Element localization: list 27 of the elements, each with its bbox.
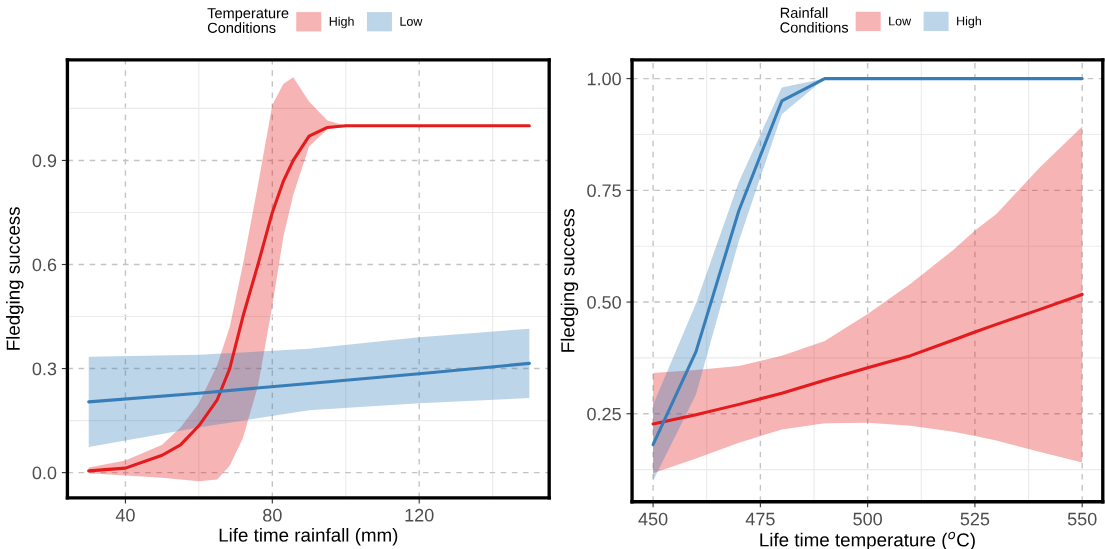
x-axis-title: Life time rainfall (mm) [219, 527, 398, 546]
legend-title: Rainfall Conditions [780, 7, 849, 33]
x-tick-label: 450 [638, 512, 668, 526]
legend-label: Low [889, 16, 912, 26]
x-tick-label: 80 [263, 508, 282, 522]
y-axis-title: Fledging success [560, 209, 579, 352]
x-tick-label: 525 [960, 512, 990, 526]
y-tick-label: 0.75 [587, 184, 621, 198]
y-tick-label: 0.3 [32, 362, 57, 376]
x-tick-label: 120 [405, 508, 434, 522]
y-axis-title: Fledging success [6, 207, 24, 350]
y-tick-label: 0.9 [32, 154, 57, 168]
y-tick-label: 0.6 [32, 258, 57, 272]
legend-label: High [329, 16, 354, 29]
y-tick-label: 0.0 [32, 466, 57, 480]
line-series [87, 361, 531, 404]
line-series [651, 292, 1084, 426]
x-tick-label: 500 [853, 512, 882, 526]
y-tick-label: 1.00 [587, 72, 621, 86]
legend-title: Temperature Conditions [207, 8, 289, 33]
x-tick-label: 550 [1067, 512, 1097, 526]
legend-label: Low [400, 17, 423, 26]
legend-label: High [957, 16, 981, 28]
y-tick-label: 0.50 [587, 295, 621, 309]
x-tick-label: 40 [115, 508, 135, 522]
y-tick-label: 0.25 [587, 407, 621, 421]
x-tick-label: 475 [745, 512, 775, 526]
